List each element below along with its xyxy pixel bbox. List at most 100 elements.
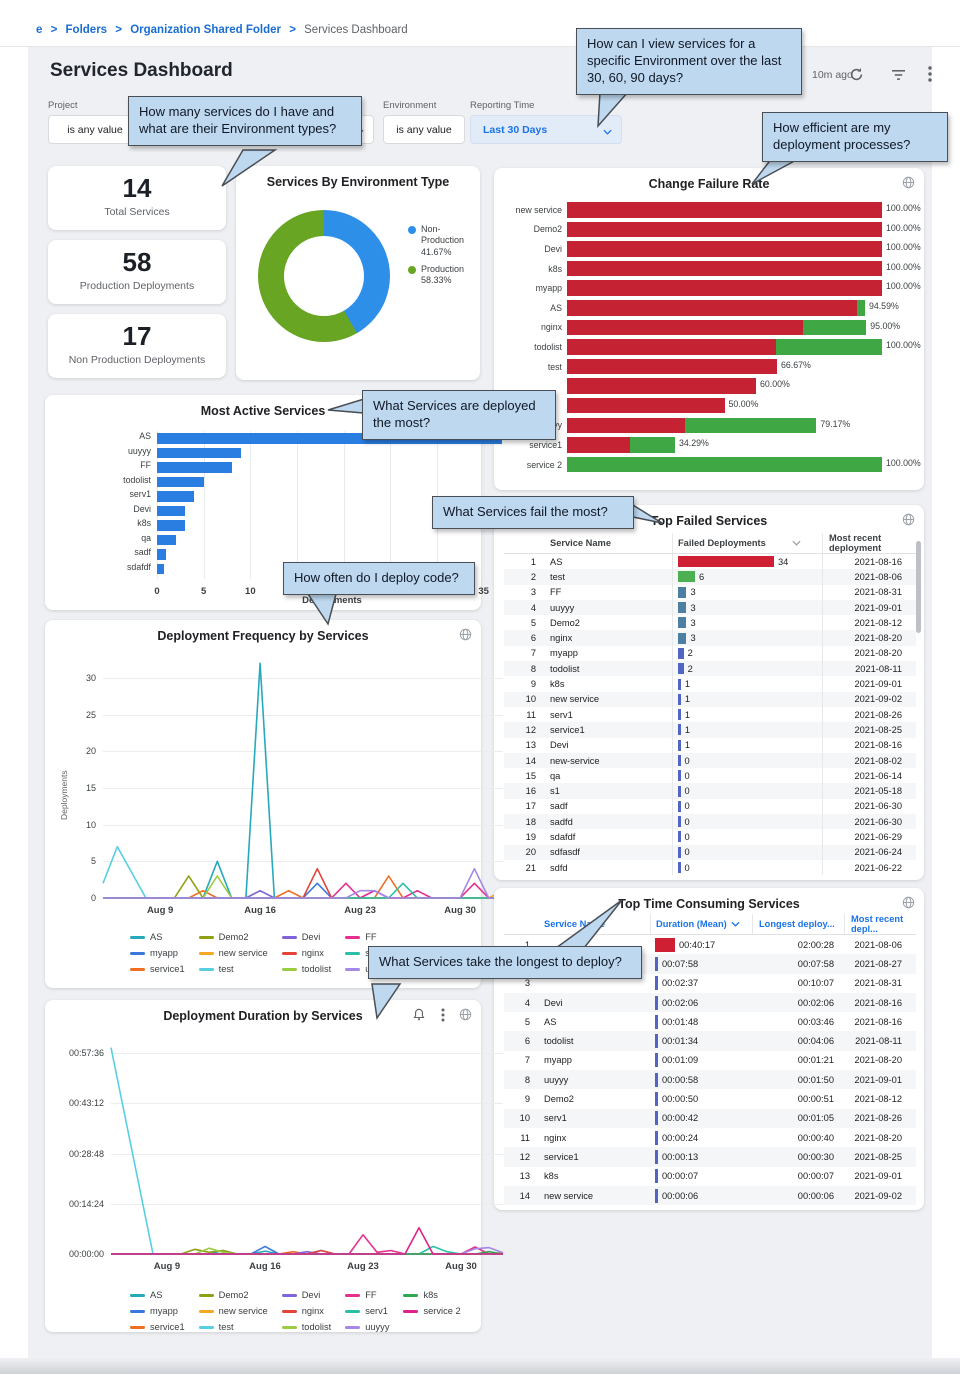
failed-deployments-cell: 0 — [672, 844, 822, 860]
most-recent-cell: 2021-08-26 — [854, 1113, 902, 1124]
row-index: 7 — [530, 648, 536, 659]
failure-bar-segment — [567, 437, 630, 453]
panel-title: Top Time Consuming Services — [618, 897, 800, 911]
gridline — [111, 1203, 503, 1205]
row-index: 5 — [530, 617, 536, 628]
callout-longest-question: What Services take the longest to deploy… — [368, 946, 642, 979]
stacked-bar — [567, 202, 882, 218]
globe-icon[interactable] — [902, 896, 915, 914]
x-tick-label: Aug 23 — [344, 905, 376, 916]
gridline — [250, 431, 252, 579]
row-index: 10 — [525, 694, 536, 705]
service-name-cell: sdafdf — [550, 831, 576, 842]
value-bar — [678, 709, 681, 721]
success-bar-segment — [567, 456, 882, 473]
failed-deployments-cell: 1 — [672, 737, 822, 753]
row-index: 5 — [524, 1016, 530, 1027]
sort-chevron-icon — [731, 921, 740, 927]
stacked-bar — [567, 358, 882, 375]
x-axis-label: Deployments — [302, 595, 362, 606]
project-filter-input[interactable]: is any value — [48, 115, 142, 144]
row-index: 13 — [519, 1171, 530, 1182]
table-row: 21 sdfd 0 2021-06-22 — [504, 859, 916, 876]
globe-icon[interactable] — [459, 628, 472, 646]
bell-icon[interactable] — [413, 1008, 425, 1026]
bar-value-label: 66.67% — [781, 359, 811, 370]
breadcrumb-folders-link[interactable]: Folders — [65, 24, 108, 36]
x-tick-label: 35 — [478, 586, 489, 597]
legend-item: AS — [130, 930, 185, 944]
deployment-bar: Devi — [133, 504, 185, 516]
legend-swatch — [198, 951, 214, 955]
legend-label: myapp — [150, 948, 178, 958]
table-row: 8 uuyyy 00:00:58 00:01:50 2021-09-01 — [504, 1070, 916, 1090]
legend-swatch — [281, 1325, 297, 1329]
header-service-name[interactable]: Service Name — [544, 919, 605, 929]
row-index: 12 — [519, 1151, 530, 1162]
header-longest-deploy[interactable]: Longest deploy... — [752, 914, 844, 934]
row-index: 15 — [525, 770, 536, 781]
cell-value: 1 — [684, 740, 690, 751]
refresh-icon[interactable] — [846, 64, 866, 84]
header-most-recent[interactable]: Most recent depl... — [844, 914, 916, 934]
window-bottom-edge — [0, 1358, 960, 1374]
table-row: 2 test 6 2021-08-06 — [504, 569, 916, 585]
header-most-recent[interactable]: Most recent deployment — [822, 533, 916, 553]
legend-swatch — [198, 1309, 214, 1313]
x-tick-label: 0 — [154, 586, 160, 597]
cell-value: 00:01:09 — [662, 1055, 699, 1066]
header-service-name[interactable]: Service Name — [550, 538, 611, 548]
row-index: 12 — [525, 724, 536, 735]
cell-value: 0 — [684, 770, 690, 781]
legend-label: Devi — [301, 932, 321, 942]
bar-category-label: service 2 — [526, 459, 562, 470]
reporting-time-dropdown[interactable]: Last 30 Days — [470, 115, 622, 144]
header-failed-deployments[interactable]: Failed Deployments — [672, 533, 822, 553]
breadcrumb-home-link[interactable]: e — [36, 24, 43, 36]
globe-icon[interactable] — [902, 513, 915, 531]
failed-deployments-cell: 3 — [672, 584, 822, 600]
cell-value: 0 — [684, 755, 690, 766]
cell-value: 3 — [690, 602, 696, 613]
environment-filter-input[interactable]: is any value — [383, 115, 465, 144]
legend-item: nginx — [281, 946, 331, 960]
service-name-cell: k8s — [544, 1171, 559, 1182]
duration-mean-cell: 00:01:34 — [650, 1031, 752, 1050]
cell-value: 1 — [684, 679, 690, 690]
bar-category-label: sdafdf — [127, 561, 151, 572]
y-tick-label: 20 — [85, 746, 96, 757]
legend-swatch — [130, 1325, 145, 1329]
stacked-bar — [567, 339, 882, 355]
cell-value: 00:00:07 — [662, 1171, 699, 1182]
bar-value-label: 100.00% — [886, 203, 921, 213]
gridline — [111, 1053, 503, 1055]
kebab-icon[interactable] — [920, 64, 940, 84]
bar-value-label: 100.00% — [886, 261, 921, 272]
bar-category-label: k8s — [137, 518, 151, 528]
legend-label: FF — [365, 1290, 377, 1300]
legend-label: serv1 — [365, 1306, 388, 1316]
globe-icon[interactable] — [459, 1008, 472, 1026]
table-row: 3 00:02:37 00:10:07 2021-08-31 — [504, 974, 916, 993]
globe-icon[interactable] — [902, 176, 915, 194]
most-recent-cell: 2021-08-20 — [822, 645, 916, 662]
service-name-cell: AS — [544, 1016, 557, 1027]
legend-item: todolist — [281, 962, 331, 976]
kebab-icon[interactable] — [441, 1008, 445, 1027]
cell-value: 00:00:58 — [662, 1074, 699, 1085]
legend-item: test — [198, 962, 268, 976]
deployment-bar: qa — [141, 533, 176, 545]
chart-bar-row: uuyyy79.17% — [504, 416, 914, 436]
table-scrollbar[interactable] — [916, 541, 921, 633]
breadcrumb-shared-folder-link[interactable]: Organization Shared Folder — [130, 24, 282, 36]
cell-value: 2 — [687, 663, 693, 674]
header-duration-mean[interactable]: Duration (Mean) — [650, 914, 752, 934]
duration-mean-cell: 00:00:42 — [650, 1109, 752, 1128]
y-tick-label: 0 — [90, 893, 96, 903]
longest-deploy-cell: 00:03:46 — [797, 1016, 834, 1027]
service-name-cell: sadfd — [550, 816, 573, 827]
bar-category-label: todolist — [534, 341, 562, 352]
deployment-bar: k8s — [137, 518, 185, 531]
filter-icon[interactable] — [888, 64, 908, 84]
failed-deployments-cell: 0 — [672, 814, 822, 830]
